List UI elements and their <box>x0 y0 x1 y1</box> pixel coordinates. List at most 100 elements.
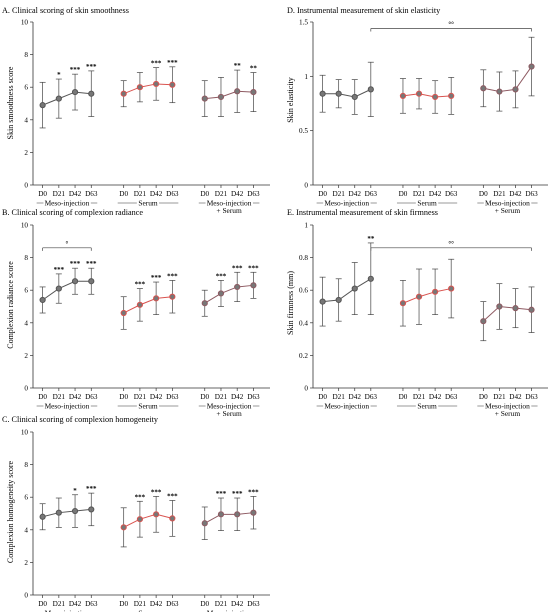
x-tick-label: D0 <box>399 190 408 198</box>
data-point <box>201 520 208 527</box>
data-point <box>169 81 176 88</box>
series-line <box>204 284 254 304</box>
x-tick-label: D21 <box>332 393 345 401</box>
y-tick-label: 6 <box>24 287 28 295</box>
data-point <box>335 296 342 304</box>
group-label: Serum <box>417 199 437 208</box>
x-tick-label: D42 <box>429 190 442 198</box>
x-tick-label: D0 <box>38 393 47 401</box>
data-point <box>120 309 127 317</box>
panel-b-ylabel: Complexion radiance score <box>6 261 15 349</box>
data-point <box>169 293 176 300</box>
y-tick-label: 2 <box>24 352 28 360</box>
x-tick-label: D63 <box>525 190 538 198</box>
x-tick-label: D21 <box>332 190 345 198</box>
significance-label: *** <box>135 493 146 501</box>
data-point <box>367 275 374 282</box>
data-point <box>71 507 79 515</box>
y-tick-label: 10 <box>21 19 29 27</box>
significance-label: *** <box>70 66 81 74</box>
data-point <box>169 515 176 522</box>
x-tick-label: D63 <box>365 190 378 198</box>
data-point <box>234 88 241 95</box>
significance-label: *** <box>248 488 259 496</box>
group-label: Meso-injection <box>45 609 90 612</box>
x-tick-label: D0 <box>38 600 47 608</box>
group-label-sub: + Serum <box>216 409 242 418</box>
x-tick-label: D0 <box>399 393 408 401</box>
x-tick-label: D42 <box>231 393 244 401</box>
group-label-sub: + Serum <box>216 206 242 215</box>
y-tick-label: 1.5 <box>299 19 308 27</box>
data-point <box>153 295 160 302</box>
group-label: Meso-injection <box>485 199 530 208</box>
data-point <box>480 85 487 92</box>
group-label: Meso-injection <box>485 402 530 411</box>
x-tick-label: D0 <box>200 393 209 401</box>
series-line <box>42 91 92 106</box>
x-tick-label: D63 <box>247 393 260 401</box>
data-point <box>399 300 407 307</box>
group-label: Serum <box>138 199 158 208</box>
panel-c-ylabel: Complexion homogeneity score <box>6 460 15 563</box>
series-line <box>123 296 173 314</box>
y-tick-label: 0 <box>24 182 28 190</box>
data-point <box>496 88 503 95</box>
x-tick-label: D42 <box>69 190 82 198</box>
data-point <box>496 303 503 310</box>
y-tick-label: 4 <box>24 319 28 327</box>
group-label: Serum <box>138 402 158 411</box>
x-tick-label: D42 <box>69 393 82 401</box>
x-tick-label: D0 <box>318 393 327 401</box>
y-tick-label: 0 <box>304 182 308 190</box>
x-tick-label: D0 <box>200 190 209 198</box>
group-label: Meso-injection <box>324 199 369 208</box>
series-line <box>204 90 254 100</box>
series-line <box>123 83 173 95</box>
x-tick-label: D21 <box>134 190 147 198</box>
significance-label: *** <box>151 488 162 496</box>
series-line <box>322 278 372 303</box>
series-line <box>482 305 532 322</box>
data-point <box>415 293 423 300</box>
x-tick-label: D21 <box>215 600 228 608</box>
series-line <box>42 280 92 301</box>
data-point <box>153 511 160 518</box>
series-line <box>483 66 532 93</box>
x-tick-label: D21 <box>493 190 506 198</box>
x-tick-label: D21 <box>413 190 426 198</box>
y-tick-label: 0.5 <box>299 127 308 135</box>
x-tick-label: D21 <box>493 393 506 401</box>
significance-label: * <box>57 71 61 79</box>
x-tick-label: D21 <box>134 600 147 608</box>
group-label-sub: + Serum <box>495 409 521 418</box>
panel-c-title: C. Clinical scoring of complexion homoge… <box>2 415 159 424</box>
data-point <box>319 298 326 305</box>
x-tick-label: D63 <box>247 190 260 198</box>
data-point <box>250 509 257 516</box>
data-point <box>217 290 225 297</box>
data-point <box>351 93 358 101</box>
x-tick-label: D0 <box>119 190 128 198</box>
x-tick-label: D63 <box>525 393 538 401</box>
group-label: Serum <box>138 609 158 612</box>
panel-b: B. Clinical scoring of complexion radian… <box>2 208 270 418</box>
data-point <box>201 95 208 102</box>
data-point <box>367 86 374 93</box>
data-point <box>217 511 225 518</box>
x-tick-label: D21 <box>53 600 66 608</box>
x-tick-label: D42 <box>349 393 362 401</box>
group-label: Meso-injection <box>207 609 252 612</box>
data-point <box>234 511 241 518</box>
x-tick-label: D21 <box>53 393 66 401</box>
y-tick-label: 0 <box>304 385 308 393</box>
x-tick-label: D63 <box>85 393 98 401</box>
group-label: Serum <box>417 402 437 411</box>
data-point <box>250 282 257 289</box>
y-tick-label: 10 <box>21 222 29 230</box>
data-point <box>39 296 46 304</box>
significance-label: ** <box>367 235 375 243</box>
